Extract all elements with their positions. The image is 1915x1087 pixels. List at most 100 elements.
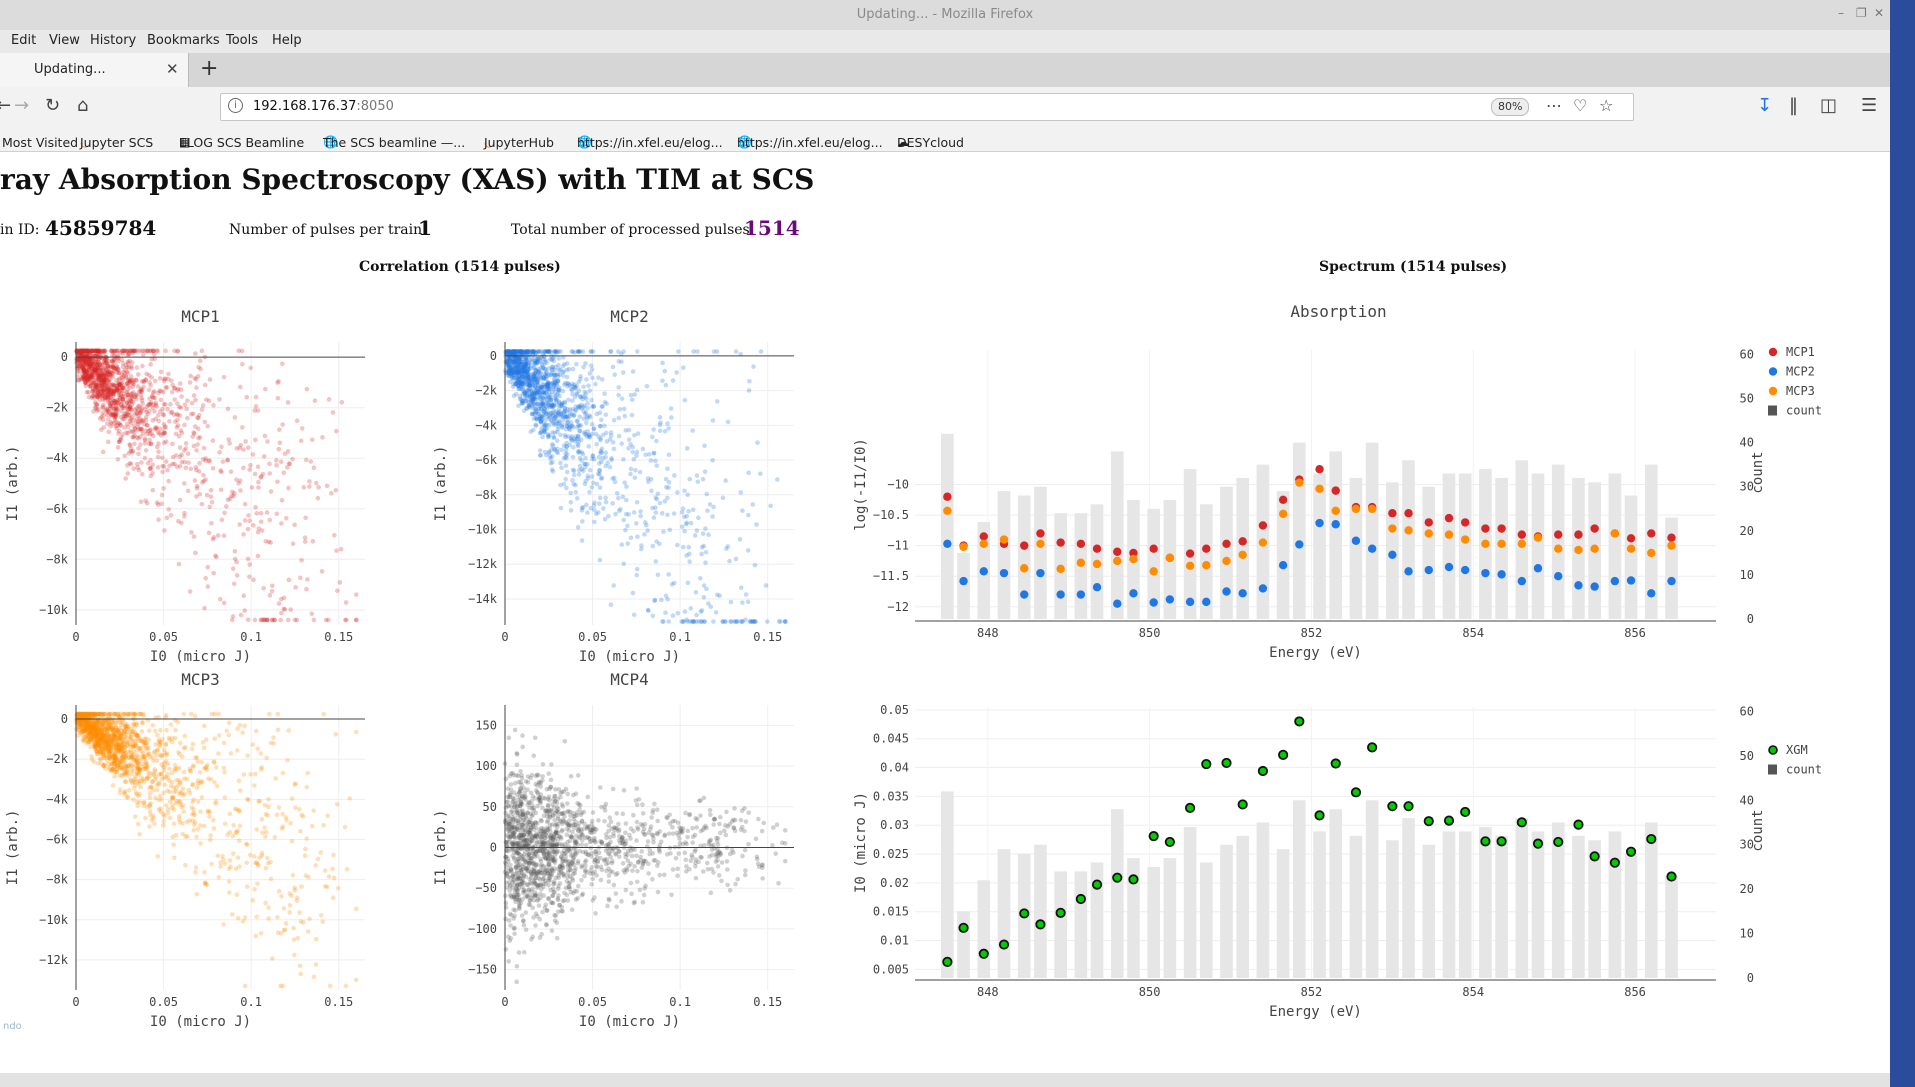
scatter-point [107, 372, 112, 377]
scatter-point [122, 370, 127, 376]
minimize-icon[interactable]: – [1838, 6, 1844, 20]
scatter-point [137, 831, 142, 837]
scatter-point [182, 514, 187, 519]
scatter-point [685, 492, 690, 498]
scatter-point [78, 377, 84, 382]
scatter-point [99, 370, 105, 375]
scatter-point [111, 388, 117, 394]
downloads-icon[interactable]: ↧ [1757, 95, 1773, 116]
scatter-point [611, 475, 617, 481]
info-icon[interactable]: i [228, 98, 243, 113]
scatter-point [509, 350, 515, 355]
scatter-point [77, 365, 82, 370]
scatter-point [192, 375, 198, 381]
scatter-point [657, 500, 663, 506]
scatter-point [87, 363, 93, 369]
scatter-point [129, 393, 135, 399]
tab-updating[interactable]: Updating... ✕ [0, 53, 189, 87]
scatter-point [251, 577, 256, 583]
scatter-point [80, 364, 85, 369]
globe-icon: 🌐 [577, 135, 592, 149]
scatter-point [768, 503, 773, 509]
menu-bookmarks[interactable]: Bookmarks [147, 33, 220, 48]
scatter-point [547, 386, 553, 392]
scatter-point [288, 607, 293, 612]
maximize-icon[interactable]: ❐ [1856, 6, 1867, 20]
scatter-point [564, 423, 570, 429]
scatter-point [79, 375, 84, 380]
scatter-point [104, 363, 110, 369]
close-window-icon[interactable]: ✕ [1874, 6, 1885, 20]
scatter-point [576, 379, 582, 385]
scatter-point [578, 373, 583, 379]
scatter-point [663, 476, 669, 482]
scatter-point [702, 619, 707, 624]
scatter-point [159, 492, 165, 498]
menu-view[interactable]: View [49, 33, 80, 48]
url-text[interactable]: 192.168.176.37:8050 [253, 99, 394, 114]
close-tab-icon[interactable]: ✕ [166, 60, 179, 78]
scatter-point [175, 348, 180, 354]
pocket-icon[interactable]: ♡ [1573, 96, 1588, 115]
scatter-point [171, 821, 177, 826]
scatter-point [570, 406, 576, 412]
scatter-point [531, 378, 537, 383]
scatter-point [511, 381, 516, 387]
x-tick-label: 0.15 [324, 995, 353, 1009]
page-actions-icon[interactable]: ⋯ [1546, 96, 1562, 115]
home-icon[interactable]: ⌂ [77, 95, 89, 116]
scatter-point [590, 349, 596, 354]
hamburger-menu-icon[interactable]: ☰ [1861, 95, 1878, 116]
scatter-point [97, 721, 103, 727]
scatter-point [86, 381, 91, 386]
scatter-point [101, 413, 106, 418]
scatter-point [193, 377, 199, 382]
scatter-point [546, 380, 551, 386]
scatter-point [274, 511, 280, 517]
sidebar-icon[interactable]: ◫ [1820, 95, 1838, 116]
scatter-point [106, 385, 111, 390]
scatter-point [77, 352, 83, 358]
scatter-point [751, 364, 756, 369]
menu-edit[interactable]: Edit [11, 33, 37, 48]
scatter-point [298, 438, 304, 444]
scatter-point [541, 422, 547, 428]
forward-icon[interactable]: → [14, 95, 30, 116]
scatter-point [108, 371, 113, 376]
scatter-point [536, 366, 541, 372]
scatter-point [616, 495, 621, 501]
scatter-point [120, 394, 125, 400]
scatter-point [544, 390, 550, 396]
scatter-point [540, 395, 545, 401]
scatter-point [150, 405, 155, 411]
menu-help[interactable]: Help [272, 33, 302, 48]
url-bar[interactable]: i 192.168.176.37:8050 80% ⋯ ♡ ☆ [220, 93, 1634, 121]
scatter-point [588, 363, 594, 368]
scatter-point [150, 418, 156, 423]
scatter-point [564, 444, 570, 449]
menu-tools[interactable]: Tools [226, 33, 259, 48]
zoom-level[interactable]: 80% [1491, 98, 1530, 116]
scatter-point [87, 365, 92, 371]
reload-icon[interactable]: ↻ [45, 95, 61, 116]
scatter-point [710, 418, 716, 423]
back-icon[interactable]: ← [0, 95, 12, 116]
scatter-point [608, 349, 614, 354]
scatter-point [181, 776, 187, 782]
scatter-point [782, 619, 788, 624]
new-tab-icon[interactable]: + [200, 56, 219, 81]
scatter-point [225, 497, 231, 503]
scatter-point [235, 828, 241, 833]
scatter-point [82, 380, 88, 386]
scatter-point [269, 588, 275, 594]
scatter-point [161, 402, 167, 407]
scatter-point [225, 458, 230, 463]
scatter-point [95, 386, 101, 391]
scatter-point [564, 414, 570, 419]
scatter-point [290, 456, 295, 462]
scatter-point [279, 893, 284, 899]
library-icon[interactable]: ‖ [1789, 95, 1798, 116]
y-tick-label: −4k [475, 418, 497, 432]
bookmark-star-icon[interactable]: ☆ [1599, 96, 1614, 115]
menu-history[interactable]: History [90, 33, 137, 48]
